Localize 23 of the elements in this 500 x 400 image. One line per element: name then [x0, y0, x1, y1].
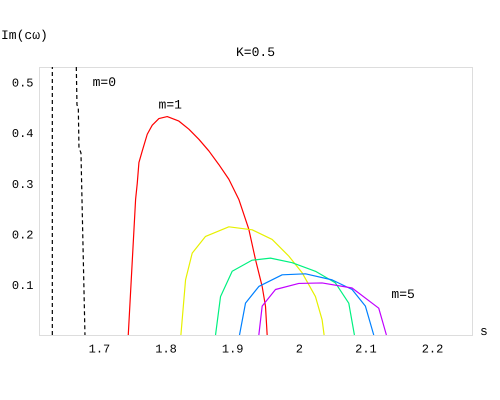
line-series [128, 116, 268, 336]
line-series [238, 273, 374, 336]
line-series [214, 258, 356, 336]
y-tick-label: 0.4 [12, 127, 34, 142]
x-tick-label: 2.2 [422, 342, 444, 356]
x-tick-label: 1.8 [155, 342, 177, 356]
chart-title: K=0.5 [236, 45, 276, 60]
line-series [76, 66, 86, 336]
line-series [180, 226, 325, 336]
series-label: m=0 [92, 75, 116, 90]
x-tick-label: 1.9 [222, 342, 244, 356]
y-tick-label: 0.5 [12, 76, 34, 91]
x-tick-label: 2 [296, 342, 303, 356]
x-tick-label: 1.7 [88, 342, 110, 356]
y-axis-title: Im(cω) [1, 28, 48, 43]
line-series [258, 282, 387, 336]
y-tick-label: 0.1 [12, 278, 34, 293]
y-tick-label: 0.2 [12, 228, 34, 242]
y-tick-label: 0.3 [12, 178, 34, 192]
x-axis-title: s [480, 324, 488, 339]
x-tick-label: 2.1 [355, 342, 377, 356]
series-label: m=5 [391, 286, 415, 302]
series-label: m=1 [158, 98, 182, 113]
